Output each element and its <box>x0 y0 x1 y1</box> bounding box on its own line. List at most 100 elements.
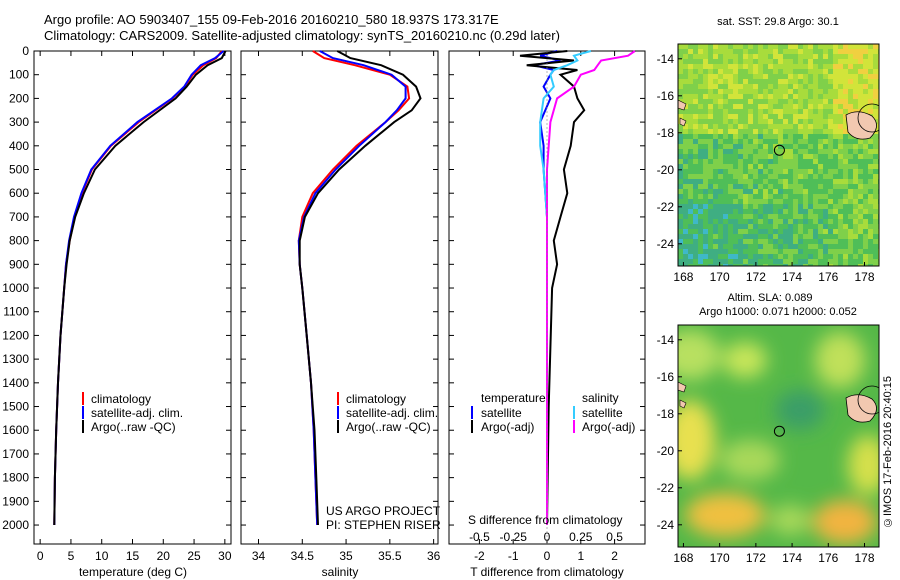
sst-cell <box>708 144 713 149</box>
sst-cell <box>803 64 808 69</box>
sla-anomaly-blob <box>723 342 767 378</box>
sst-cell <box>853 264 858 266</box>
sst-cell <box>713 254 718 259</box>
sst-cell <box>863 104 868 109</box>
sst-cell <box>778 44 783 49</box>
sst-cell <box>873 159 878 164</box>
sst-cell <box>688 209 693 214</box>
sst-cell <box>833 59 838 64</box>
sst-cell <box>813 194 818 199</box>
sst-cell <box>773 59 778 64</box>
sst-cell <box>728 229 733 234</box>
sla-reef-circle <box>857 385 879 415</box>
sst-cell <box>818 144 823 149</box>
x-tick-label: 0 <box>544 549 551 563</box>
sst-cell <box>718 99 723 104</box>
sst-cell <box>808 249 813 254</box>
sst-cell <box>828 119 833 124</box>
sst-cell <box>863 254 868 259</box>
sst-cell <box>813 69 818 74</box>
sst-cell <box>838 179 843 184</box>
sst-cell <box>788 129 793 134</box>
sst-cell <box>753 189 758 194</box>
sst-cell <box>743 104 748 109</box>
sst-cell <box>798 239 803 244</box>
sst-cell <box>773 139 778 144</box>
sst-cell <box>728 239 733 244</box>
sst-cell <box>873 164 878 169</box>
sst-cell <box>828 129 833 134</box>
sst-cell <box>703 189 708 194</box>
sst-cell <box>718 209 723 214</box>
sst-cell <box>763 119 768 124</box>
sst-cell <box>808 179 813 184</box>
sst-cell <box>713 124 718 129</box>
sst-cell <box>683 79 688 84</box>
sst-cell <box>788 214 793 219</box>
sst-cell <box>798 44 803 49</box>
sst-cell <box>713 104 718 109</box>
series-line <box>53 50 225 526</box>
salinity-legend: climatology satellite-adj. clim. Argo(..… <box>326 392 441 532</box>
sst-cell <box>808 184 813 189</box>
sla-anomaly-blob <box>770 505 810 535</box>
sst-cell <box>708 119 713 124</box>
sst-cell <box>833 149 838 154</box>
sst-cell <box>788 104 793 109</box>
sst-cell <box>738 119 743 124</box>
sst-cell <box>753 74 758 79</box>
sst-cell <box>793 204 798 209</box>
sst-cell <box>738 189 743 194</box>
sst-cell <box>798 214 803 219</box>
sst-cell <box>818 99 823 104</box>
sst-cell <box>823 94 828 99</box>
sst-cell <box>813 64 818 69</box>
sst-cell <box>778 94 783 99</box>
sst-cell <box>803 214 808 219</box>
sst-cell <box>813 244 818 249</box>
sst-cell <box>758 229 763 234</box>
sst-cell <box>823 64 828 69</box>
sst-cell <box>823 154 828 159</box>
sst-cell <box>828 59 833 64</box>
sst-cell <box>763 259 768 264</box>
sst-cell <box>858 264 863 266</box>
sst-cell <box>748 124 753 129</box>
sst-cell <box>738 234 743 239</box>
sst-cell <box>748 169 753 174</box>
sst-cell <box>808 169 813 174</box>
sst-cell <box>718 69 723 74</box>
depth-tick-label: 800 <box>9 234 29 248</box>
sst-cell <box>813 169 818 174</box>
sst-cell <box>843 124 848 129</box>
sst-cell <box>813 189 818 194</box>
sst-cell <box>853 204 858 209</box>
sst-cell <box>698 239 703 244</box>
sst-cell <box>863 79 868 84</box>
sst-cell <box>683 254 688 259</box>
sst-cell <box>783 44 788 49</box>
sst-cell <box>853 249 858 254</box>
sst-cell <box>818 119 823 124</box>
sst-cell <box>813 159 818 164</box>
sst-cell <box>833 64 838 69</box>
sst-cell <box>738 79 743 84</box>
sst-cell <box>763 184 768 189</box>
sst-cell <box>678 134 683 139</box>
sst-cell <box>858 144 863 149</box>
sst-cell <box>693 194 698 199</box>
sst-cell <box>873 244 878 249</box>
sst-cell <box>823 159 828 164</box>
sla-map-title-line1: Altim. SLA: 0.089 <box>728 292 813 304</box>
sst-cell <box>793 234 798 239</box>
sst-cell <box>708 99 713 104</box>
sst-cell <box>728 84 733 89</box>
sst-cell <box>758 259 763 264</box>
sst-cell <box>808 119 813 124</box>
sst-cell <box>813 139 818 144</box>
sst-cell <box>843 109 848 114</box>
sst-cell <box>828 194 833 199</box>
sst-cell <box>723 49 728 54</box>
sst-cell <box>703 264 708 266</box>
sst-cell <box>798 249 803 254</box>
